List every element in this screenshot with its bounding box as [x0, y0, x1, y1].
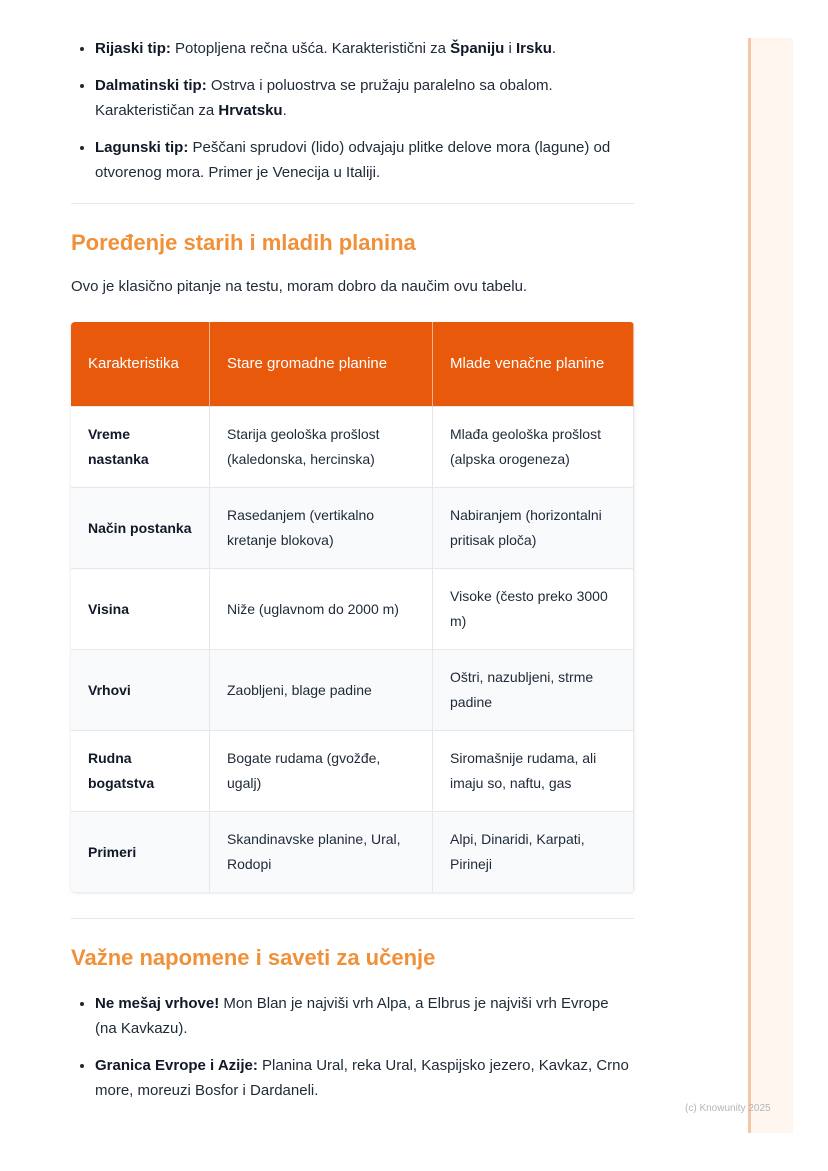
side-panel — [748, 38, 793, 1133]
divider — [71, 918, 634, 919]
coast-types-list: Rijaski tip: Potopljena rečna ušća. Kara… — [71, 36, 634, 185]
table-header: Karakteristika — [71, 322, 210, 407]
table-cell: Zaobljeni, blage padine — [209, 649, 433, 731]
table-row: Rudna bogatstva Bogate rudama (gvožđe, ug… — [71, 730, 634, 812]
comparison-table: Karakteristika Stare gromadne planine Ml… — [71, 322, 634, 892]
section-title: Važne napomene i saveti za učenje — [71, 945, 436, 970]
divider — [71, 203, 634, 204]
table-cell: Vrhovi — [71, 649, 210, 731]
table-cell: Oštri, nazubljeni, strme padine — [432, 649, 634, 731]
table-row: Primeri Skandinavske planine, Ural, Rodop… — [71, 811, 634, 892]
table-cell: Rudna bogatstva — [71, 730, 210, 812]
table-row: Visina Niže (uglavnom do 2000 m) Visoke (č… — [71, 568, 634, 650]
table-cell: Način postanka — [71, 487, 210, 569]
table-row: Način postanka Rasedanjem (vertikalno kre… — [71, 487, 634, 569]
table-row: Vreme nastanka Starija geološka prošlost … — [71, 406, 634, 488]
list-item: Lagunski tip: Peščani sprudovi (lido) od… — [95, 135, 634, 185]
document-content: Rijaski tip: Potopljena rečna ušća. Kara… — [71, 36, 634, 1115]
list-item: Rijaski tip: Potopljena rečna ušća. Kara… — [95, 36, 634, 61]
section-intro: Ovo je klasično pitanje na testu, moram … — [71, 278, 528, 295]
table-row: Vrhovi Zaobljeni, blage padine Oštri, nazu… — [71, 649, 634, 731]
table-cell: Siromašnije rudama, ali imaju so, naftu,… — [432, 730, 634, 812]
table-cell: Skandinavske planine, Ural, Rodopi — [209, 811, 433, 892]
table-cell: Bogate rudama (gvožđe, ugalj) — [209, 730, 433, 812]
list-item: Ne mešaj vrhove! Mon Blan je najviši vrh… — [95, 991, 634, 1041]
table-cell: Primeri — [71, 811, 210, 892]
table-cell: Starija geološka prošlost (kaledonska, h… — [209, 406, 433, 488]
table-cell: Visina — [71, 568, 210, 650]
table-cell: Rasedanjem (vertikalno kretanje blokova) — [209, 487, 433, 569]
table-header: Stare gromadne planine — [209, 322, 433, 407]
table-cell: Nabiranjem (horizontalni pritisak ploča) — [432, 487, 634, 569]
table-cell: Visoke (često preko 3000 m) — [432, 568, 634, 650]
table-cell: Niže (uglavnom do 2000 m) — [209, 568, 433, 650]
footer-copyright: (c) Knowunity 2025 — [685, 1103, 771, 1114]
list-item: Dalmatinski tip: Ostrva i poluostrva se … — [95, 73, 634, 123]
table-cell: Alpi, Dinaridi, Karpati, Pirineji — [432, 811, 634, 892]
table-header: Mlade venačne planine — [432, 322, 634, 407]
tips-list: Ne mešaj vrhove! Mon Blan je najviši vrh… — [71, 991, 634, 1103]
table-cell: Vreme nastanka — [71, 406, 210, 488]
section-title: Poređenje starih i mladih planina — [71, 230, 416, 255]
table-cell: Mlađa geološka prošlost (alpska orogenez… — [432, 406, 634, 488]
list-item: Granica Evrope i Azije: Planina Ural, re… — [95, 1053, 634, 1103]
